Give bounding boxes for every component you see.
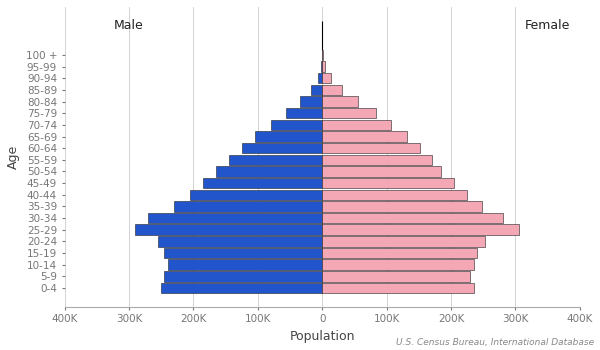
Bar	[322, 271, 470, 282]
Bar	[229, 155, 322, 165]
Bar	[174, 201, 322, 212]
Bar	[322, 178, 454, 188]
Bar	[158, 236, 322, 247]
Bar	[322, 96, 358, 107]
Bar	[167, 259, 322, 270]
Bar	[322, 248, 477, 258]
Bar	[321, 61, 322, 72]
Bar	[311, 85, 322, 95]
Bar	[136, 224, 322, 235]
Bar	[164, 248, 322, 258]
Bar	[242, 143, 322, 153]
Bar	[322, 166, 442, 177]
Bar	[271, 120, 322, 130]
Bar	[322, 224, 518, 235]
Bar	[322, 131, 407, 142]
Bar	[161, 283, 322, 293]
Bar	[322, 236, 485, 247]
Text: Male: Male	[114, 19, 144, 32]
Bar	[164, 271, 322, 282]
Text: Female: Female	[525, 19, 571, 32]
Bar	[300, 96, 322, 107]
Bar	[322, 108, 376, 118]
Bar	[322, 120, 391, 130]
Bar	[318, 73, 322, 84]
Text: U.S. Census Bureau, International Database: U.S. Census Bureau, International Databa…	[396, 337, 594, 346]
Bar	[322, 201, 482, 212]
Bar	[322, 155, 432, 165]
Bar	[322, 259, 473, 270]
Bar	[190, 190, 322, 200]
Bar	[322, 143, 420, 153]
Bar	[216, 166, 322, 177]
Bar	[322, 190, 467, 200]
Bar	[203, 178, 322, 188]
Bar	[148, 213, 322, 223]
Bar	[322, 213, 503, 223]
Bar	[254, 131, 322, 142]
Bar	[322, 73, 331, 84]
Bar	[322, 85, 341, 95]
Y-axis label: Age: Age	[7, 145, 20, 169]
X-axis label: Population: Population	[290, 330, 355, 343]
Bar	[322, 283, 473, 293]
Bar	[286, 108, 322, 118]
Bar	[322, 61, 325, 72]
